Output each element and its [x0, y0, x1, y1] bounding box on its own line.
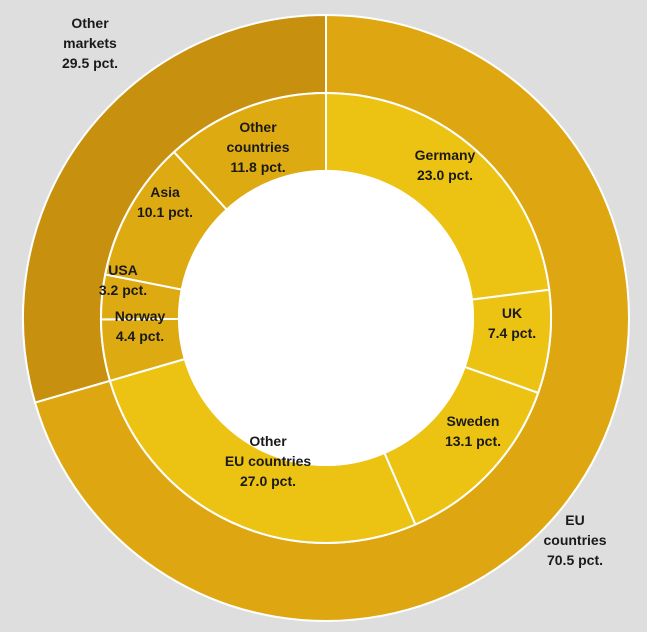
inner-label-other-countries: Other countries 11.8 pct.	[226, 119, 289, 175]
inner-label-asia: Asia 10.1 pct.	[137, 184, 193, 220]
inner-label-norway: Norway 4.4 pct.	[115, 308, 166, 344]
donut-center	[178, 170, 474, 466]
outer-label-other-markets: Other markets 29.5 pct.	[62, 15, 118, 71]
inner-label-usa: USA 3.2 pct.	[99, 262, 147, 298]
inner-label-sweden: Sweden 13.1 pct.	[445, 413, 501, 449]
inner-label-germany: Germany 23.0 pct.	[415, 147, 476, 183]
outer-label-eu-countries: EU countries 70.5 pct.	[543, 512, 606, 568]
inner-label-other-eu-countries: Other EU countries 27.0 pct.	[225, 433, 312, 489]
inner-label-uk: UK 7.4 pct.	[488, 305, 536, 341]
